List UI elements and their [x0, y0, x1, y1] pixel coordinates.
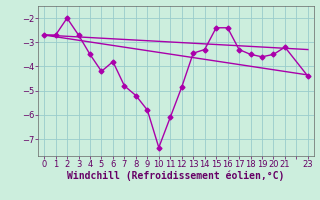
X-axis label: Windchill (Refroidissement éolien,°C): Windchill (Refroidissement éolien,°C)	[67, 171, 285, 181]
